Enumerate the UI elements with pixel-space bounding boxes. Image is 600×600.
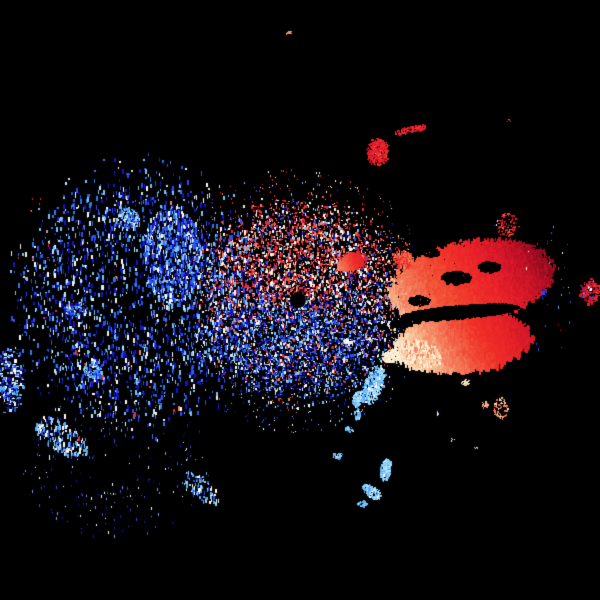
radar-stage bbox=[0, 0, 600, 600]
radar-display-page: { "chart_data": { "type": "heatmap", "de… bbox=[0, 0, 600, 600]
doppler-velocity-canvas bbox=[0, 0, 600, 600]
